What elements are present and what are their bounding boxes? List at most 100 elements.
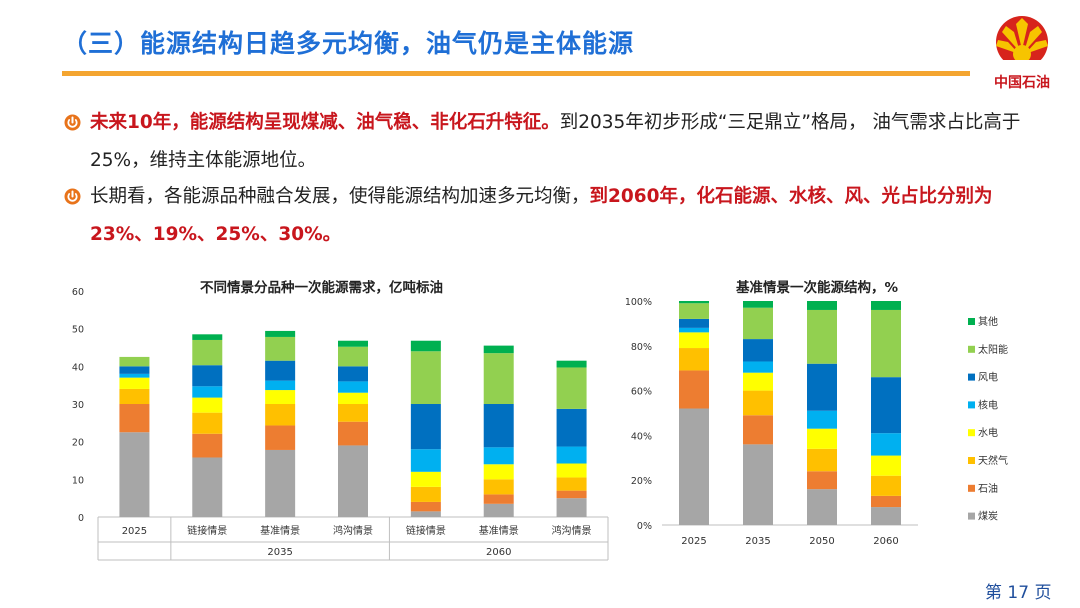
y-tick-label: 40% xyxy=(631,431,652,442)
bullet-body: 到2035年初步形成“三足鼎立”格局， 油气需求占比高于25%，维持主体能源地位… xyxy=(90,112,1021,171)
logo-base-mask xyxy=(994,60,1050,70)
bar-segment-天然气 xyxy=(192,412,223,434)
bar-segment-水电 xyxy=(871,455,901,476)
bar-segment-水电 xyxy=(192,397,223,413)
bar-segment-其他 xyxy=(265,330,296,337)
x-group-label: 2035 xyxy=(267,547,292,558)
bar-segment-核电 xyxy=(871,433,901,456)
bullet-text: 未来10年，能源结构呈现煤减、油气稳、非化石升特征。到2035年初步形成“三足鼎… xyxy=(90,104,1034,180)
y-tick-label: 30 xyxy=(72,400,84,411)
bar-segment-煤炭 xyxy=(265,449,296,517)
percent-stacked-bar-chart: 0% 20% 40% 60% 80% 100% 2025 2035 2050 2060 其他太阳能风… xyxy=(625,297,1008,547)
y-tick-label: 10 xyxy=(72,475,84,486)
logo-ray xyxy=(1002,26,1020,52)
bar-segment-煤炭 xyxy=(192,457,223,517)
bar-segment-核电 xyxy=(807,410,837,429)
x-category-label: 2060 xyxy=(873,536,898,547)
bar-segment-煤炭 xyxy=(338,445,368,517)
legend-label: 石油 xyxy=(978,482,998,495)
bar-segment-核电 xyxy=(679,327,709,333)
y-tick-label: 20 xyxy=(72,438,84,449)
logo-text: 中国石油 xyxy=(994,75,1050,91)
bar-segment-天然气 xyxy=(679,348,709,371)
bar-segment-风电 xyxy=(556,408,587,447)
legend-label: 天然气 xyxy=(978,454,1008,467)
bar-segment-风电 xyxy=(119,366,150,374)
bar-segment-太阳能 xyxy=(679,303,709,319)
logo-ray xyxy=(1025,40,1048,54)
logo-ray xyxy=(996,40,1019,54)
bar-segment-天然气 xyxy=(556,477,587,491)
power-bullet-icon xyxy=(64,114,81,131)
bar-segment-水电 xyxy=(119,377,150,389)
bar-segment-煤炭 xyxy=(871,507,901,525)
stacked-bar-chart: 0 10 20 30 40 50 60 2025 链接情景 基准情景 鸿沟情景 链接情景 基准情景 鸿沟情… xyxy=(72,287,609,561)
y-tick-label: 60 xyxy=(72,287,84,298)
petal-logo-icon xyxy=(994,16,1050,70)
legend-swatch xyxy=(968,345,975,353)
bar-segment-天然气 xyxy=(871,475,901,496)
bar-segment-风电 xyxy=(338,366,368,382)
legend-label: 太阳能 xyxy=(978,343,1008,356)
bar-segment-太阳能 xyxy=(410,351,441,404)
legend-label: 其他 xyxy=(978,315,998,328)
x-category-label: 2035 xyxy=(745,536,770,547)
legend-swatch xyxy=(968,457,975,464)
bar-segment-石油 xyxy=(410,501,441,512)
y-tick-label: 0 xyxy=(78,513,84,524)
bar-segment-风电 xyxy=(410,404,441,450)
chart-title: 不同情景分品种一次能源需求，亿吨标油 xyxy=(200,280,443,296)
bar-segment-煤炭 xyxy=(410,511,441,517)
bar-segment-石油 xyxy=(265,425,296,450)
y-tick-label: 50 xyxy=(72,325,84,336)
logo-center xyxy=(1013,45,1031,63)
power-bullet-icon xyxy=(64,188,81,205)
bar-segment-天然气 xyxy=(483,479,514,495)
bar-segment-水电 xyxy=(743,372,773,391)
bar-segment-石油 xyxy=(743,415,773,445)
bar-segment-核电 xyxy=(556,446,587,464)
bar-segment-水电 xyxy=(483,464,514,480)
legend-swatch xyxy=(968,429,975,437)
y-tick-label: 20% xyxy=(631,476,652,487)
bar-segment-太阳能 xyxy=(192,339,223,366)
legend-label: 核电 xyxy=(978,398,998,411)
bar-segment-水电 xyxy=(265,390,296,404)
legend-label: 风电 xyxy=(978,371,998,384)
bar-segment-其他 xyxy=(679,301,709,304)
bar-segment-水电 xyxy=(556,463,587,478)
bar-segment-天然气 xyxy=(410,486,441,502)
bullet-point: 未来10年，能源结构呈现煤减、油气稳、非化石升特征。到2035年初步形成“三足鼎… xyxy=(64,104,1034,184)
slide-title: （三）能源结构日趋多元均衡，油气仍是主体能源 xyxy=(62,29,635,58)
legend-label: 水电 xyxy=(978,426,998,439)
x-category-label: 2025 xyxy=(681,536,706,547)
chart-title: 基准情景一次能源结构，% xyxy=(736,280,899,296)
bar-segment-其他 xyxy=(807,301,837,310)
legend-label: 煤炭 xyxy=(978,510,998,523)
title-underline xyxy=(62,71,970,76)
bar-segment-天然气 xyxy=(119,388,150,404)
bar-segment-核电 xyxy=(483,447,514,465)
legend-swatch xyxy=(968,373,975,381)
bar-segment-太阳能 xyxy=(483,353,514,404)
bar-segment-核电 xyxy=(743,361,773,373)
x-category-label: 链接情景 xyxy=(187,524,227,537)
bar-segment-风电 xyxy=(679,318,709,328)
y-tick-label: 80% xyxy=(631,342,652,353)
bar-segment-核电 xyxy=(192,386,223,398)
bar-segment-煤炭 xyxy=(743,444,773,525)
legend-swatch xyxy=(968,401,975,409)
bar-segment-其他 xyxy=(483,345,514,354)
bar-segment-核电 xyxy=(338,381,368,393)
bar-segment-煤炭 xyxy=(807,489,837,525)
bar-segment-太阳能 xyxy=(807,309,837,364)
x-group-label: 2060 xyxy=(486,547,511,558)
bar-segment-太阳能 xyxy=(871,309,901,378)
legend-swatch xyxy=(968,318,975,325)
bar-segment-风电 xyxy=(192,365,223,387)
bar-segment-核电 xyxy=(119,373,150,378)
bullet-body: 长期看，各能源品种融合发展，使得能源结构加速多元均衡， xyxy=(90,186,590,207)
bar-segment-风电 xyxy=(743,339,773,362)
bar-segment-石油 xyxy=(807,471,837,490)
x-category-label: 鸿沟情景 xyxy=(552,524,592,537)
